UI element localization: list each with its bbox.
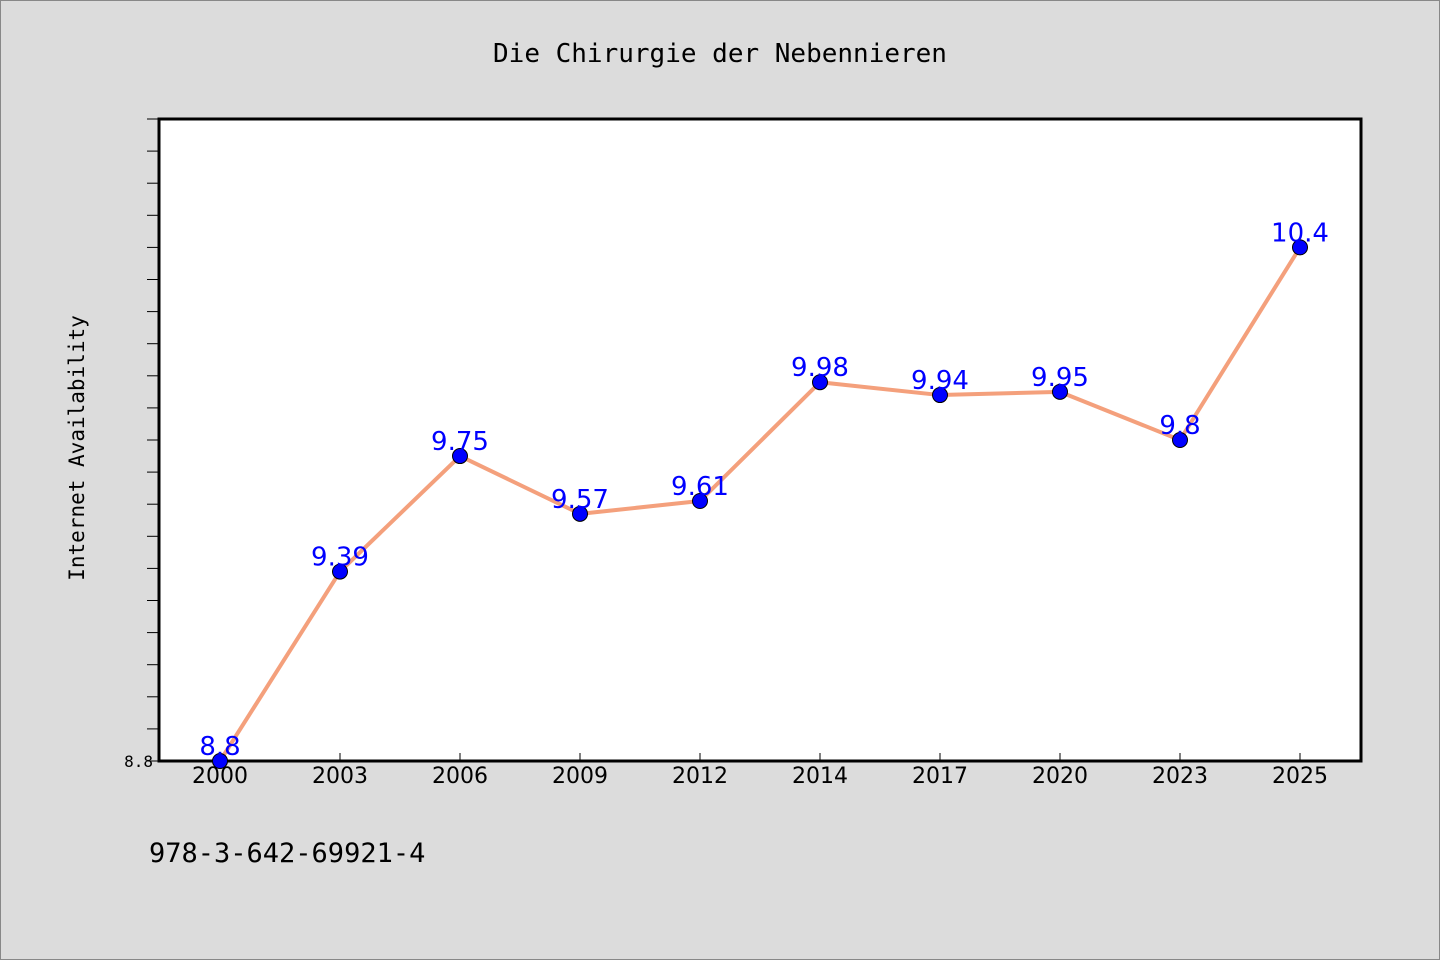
data-point (812, 374, 828, 391)
data-label: 9.98 (791, 353, 849, 383)
x-tick-label: 2020 (1032, 764, 1088, 789)
data-point (1292, 239, 1308, 256)
x-tick-label: 2014 (792, 764, 848, 789)
x-tick-label: 2025 (1272, 764, 1328, 789)
y-axis-label: Internet Availability (65, 315, 89, 581)
data-label: 8.8 (199, 732, 240, 762)
data-label: 9.8 (1159, 411, 1200, 441)
data-label: 9.61 (671, 472, 729, 502)
data-point (572, 505, 588, 522)
footer-isbn: 978-3-642-69921-4 (149, 838, 425, 869)
data-point (332, 563, 348, 580)
x-tick-label: 2009 (552, 764, 608, 789)
data-point (692, 492, 708, 509)
chart-title: Die Chirurgie der Nebennieren (493, 39, 947, 69)
y-axis-ticks: 8.8 (124, 118, 159, 771)
data-point (452, 448, 468, 465)
x-tick-label: 2023 (1152, 764, 1208, 789)
data-label: 9.39 (311, 543, 369, 573)
plot-area (157, 117, 1363, 763)
data-point (932, 387, 948, 404)
x-tick-label: 2012 (672, 764, 728, 789)
data-label: 9.75 (431, 427, 489, 457)
data-label: 9.95 (1031, 363, 1089, 393)
data-point (1172, 432, 1188, 448)
series-line (218, 245, 1302, 763)
data-point (212, 753, 228, 769)
y-tick-label: 8.8 (124, 752, 153, 771)
x-tick-label: 2017 (912, 764, 968, 789)
data-label: 9.57 (551, 485, 609, 515)
data-labels: 8.8 9.39 9.75 9.57 9.61 9.98 9.94 9.95 9.8 10.4 (199, 218, 1329, 762)
x-tick-label: 2003 (312, 764, 368, 789)
x-tick-label: 2006 (432, 764, 488, 789)
data-point (1052, 383, 1068, 400)
series-markers (212, 239, 1308, 769)
data-label: 10.4 (1271, 218, 1329, 248)
data-label: 9.94 (911, 366, 969, 396)
